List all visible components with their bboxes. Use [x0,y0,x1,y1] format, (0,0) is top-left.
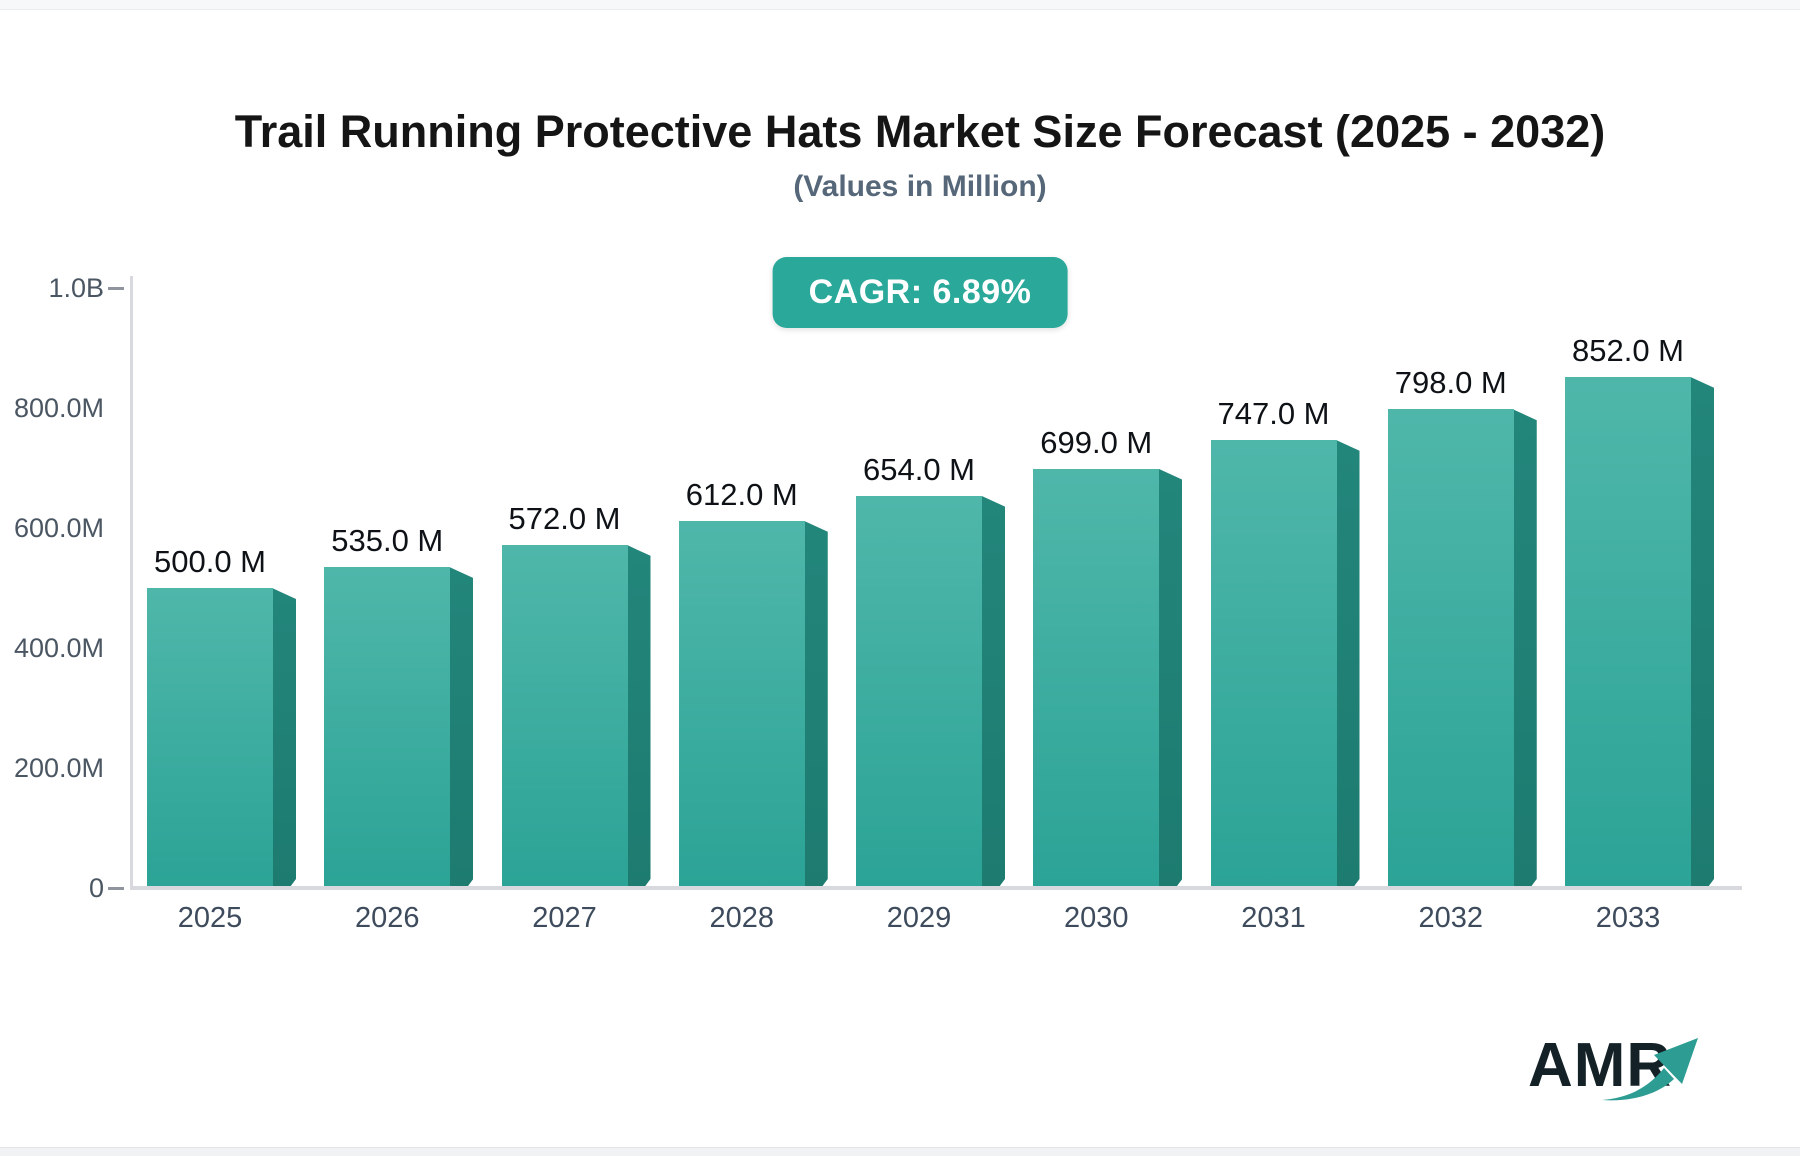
cagr-badge: CAGR: 6.89% [772,257,1068,328]
y-tick-label: 600.0M [13,513,104,543]
bar-side-face [1158,469,1182,888]
bar-value-label: 572.0 M [508,500,621,536]
page-title: Trail Running Protective Hats Market Siz… [234,106,1606,157]
x-tick-label: 2031 [1241,902,1306,934]
bar-value-label: 699.0 M [1040,424,1153,460]
x-tick-label: 2033 [1595,902,1661,934]
bar-value-label: 500.0 M [153,544,266,579]
x-axis-line [130,886,1742,890]
bar [1387,409,1514,887]
x-tick-label: 2029 [886,902,952,934]
bar-value-label: 612.0 M [685,476,798,512]
bar-side-face [1513,409,1537,888]
y-tick-label: 400.0M [13,633,104,663]
amr-logo: AMR [1528,1030,1718,1120]
y-tick-label: 0 [88,873,104,903]
y-tick-label: 800.0M [13,393,104,423]
y-axis-line [130,276,133,890]
bar [501,544,628,887]
x-tick-label: 2026 [354,902,420,934]
x-tick-label: 2030 [1063,902,1129,934]
bar [678,520,805,887]
page-top-edge [0,0,1800,10]
bar-side-face [981,496,1005,888]
bar-value-label: 747.0 M [1217,395,1330,431]
bar-side-face [272,588,296,888]
x-tick-label: 2032 [1418,902,1483,934]
bar [1033,468,1160,887]
x-tick-label: 2028 [709,902,774,934]
bar-side-face [804,521,828,888]
y-tick-label: 200.0M [13,753,104,783]
x-tick-label: 2025 [177,902,243,934]
bar-side-face [627,545,651,888]
bar-value-label: 798.0 M [1394,365,1507,401]
y-tick-label: 1.0B [48,273,104,303]
bar-value-label: 654.0 M [862,451,975,487]
bar [324,567,451,887]
page-bottom-edge [0,1147,1800,1156]
bar-side-face [1690,377,1714,888]
x-tick-label: 2027 [532,902,597,934]
bar-side-face [449,567,473,888]
y-tick-mark [108,287,124,290]
bar-value-label: 535.0 M [331,523,444,558]
y-tick-mark [108,887,124,890]
chart-subtitle: (Values in Million) [793,170,1047,203]
bar [147,588,273,887]
bar [1210,439,1337,887]
bar [856,495,982,887]
bar-side-face [1336,440,1360,888]
bar [1565,376,1691,887]
growth-arrow-icon [1602,1038,1698,1101]
bar-value-label: 852.0 M [1571,332,1684,368]
